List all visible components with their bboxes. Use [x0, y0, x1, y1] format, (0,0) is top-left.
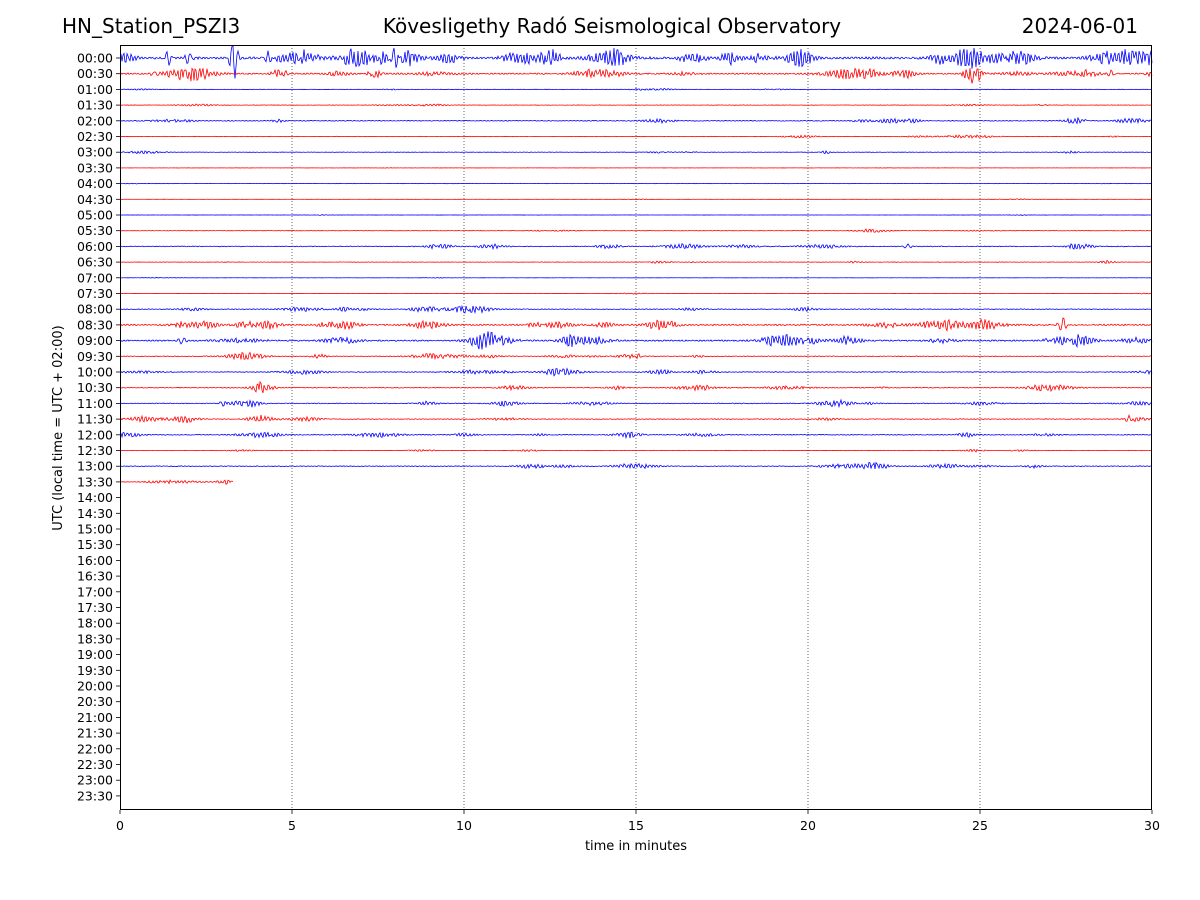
y-tick-label: 22:00	[77, 741, 113, 756]
y-axis-label: UTC (local time = UTC + 02:00)	[51, 325, 66, 530]
x-axis: 0 5 10 15 20 25 30	[116, 810, 1160, 833]
y-tick-label: 16:30	[77, 569, 113, 584]
station-name: HN_Station_PSZI3	[62, 14, 241, 38]
trace-0330	[120, 167, 1153, 169]
y-tick-label: 07:00	[77, 270, 113, 285]
y-tick-label: 23:30	[77, 788, 113, 803]
trace-0230	[119, 134, 1153, 139]
x-tick-label: 25	[972, 818, 988, 833]
y-tick-label: 09:00	[77, 333, 113, 348]
y-tick-label: 00:30	[77, 66, 113, 81]
y-tick-label: 16:00	[77, 553, 113, 568]
y-tick-label: 07:30	[77, 286, 113, 301]
y-tick-label: 08:00	[77, 302, 113, 317]
trace-0930	[119, 351, 1153, 361]
y-tick-label: 11:30	[77, 412, 113, 427]
y-tick-label: 17:00	[77, 584, 113, 599]
trace-0400	[119, 182, 1153, 185]
y-tick-label: 04:30	[77, 192, 113, 207]
y-tick-label: 15:30	[77, 537, 113, 552]
y-tick-label: 21:00	[77, 710, 113, 725]
x-axis-label: time in minutes	[585, 839, 687, 854]
trace-layer	[119, 45, 1153, 485]
y-tick-label: 05:00	[77, 208, 113, 223]
y-tick-label: 10:00	[77, 365, 113, 380]
trace-0730	[119, 292, 1153, 295]
trace-0500	[119, 214, 1153, 216]
y-tick-label: 15:00	[77, 522, 113, 537]
trace-1300	[119, 461, 1153, 470]
y-tick-label: 06:30	[77, 255, 113, 270]
x-tick-label: 10	[456, 818, 472, 833]
x-tick-label: 0	[116, 818, 124, 833]
x-tick-label: 20	[800, 818, 816, 833]
y-tick-label: 12:00	[77, 427, 113, 442]
y-tick-label: 19:00	[77, 647, 113, 662]
y-tick-label: 20:00	[77, 679, 113, 694]
y-tick-label: 19:30	[77, 663, 113, 678]
trace-0000	[119, 45, 1153, 79]
trace-0630	[119, 259, 1153, 265]
trace-0030	[119, 67, 1153, 84]
y-tick-label: 13:30	[77, 474, 113, 489]
trace-0800	[119, 304, 1153, 315]
y-tick-label: 02:30	[77, 129, 113, 144]
grid-layer	[291, 45, 981, 810]
x-tick-label: 15	[628, 818, 644, 833]
y-tick-label: 09:30	[77, 349, 113, 364]
trace-0100	[119, 87, 1153, 91]
trace-0900	[119, 331, 1153, 350]
trace-0830	[119, 317, 1153, 332]
plot-frame	[120, 45, 1152, 810]
trace-0300	[119, 149, 1153, 155]
y-tick-label: 01:00	[77, 82, 113, 97]
x-tick-label: 5	[288, 818, 296, 833]
y-tick-label: 03:00	[77, 145, 113, 160]
y-tick-label: 03:30	[77, 160, 113, 175]
trace-0130	[119, 103, 1153, 107]
y-tick-label: 21:30	[77, 726, 113, 741]
trace-1200	[119, 431, 1153, 440]
chart-date: 2024-06-01	[1021, 14, 1138, 38]
trace-1130	[119, 413, 1153, 424]
trace-0530	[119, 228, 1153, 234]
y-tick-label: 10:30	[77, 380, 113, 395]
y-tick-label: 08:30	[77, 317, 113, 332]
y-tick-label: 05:30	[77, 223, 113, 238]
trace-0200	[119, 116, 1153, 125]
x-tick-label: 30	[1144, 818, 1160, 833]
trace-1000	[119, 367, 1153, 377]
trace-1230	[119, 448, 1153, 453]
y-tick-label: 14:30	[77, 506, 113, 521]
trace-1330	[119, 479, 234, 485]
y-tick-label: 11:00	[77, 396, 113, 411]
trace-0430	[119, 198, 1153, 201]
y-tick-label: 20:30	[77, 694, 113, 709]
y-tick-label: 02:00	[77, 113, 113, 128]
y-tick-label: 06:00	[77, 239, 113, 254]
y-tick-label: 14:00	[77, 490, 113, 505]
y-tick-label: 13:00	[77, 459, 113, 474]
trace-1030	[119, 380, 1153, 394]
y-axis: 00:0000:3001:0001:3002:0002:3003:0003:30…	[77, 51, 120, 803]
y-tick-label: 00:00	[77, 51, 113, 66]
y-tick-label: 04:00	[77, 176, 113, 191]
chart-title: Kövesligethy Radó Seismological Observat…	[382, 14, 842, 38]
trace-0600	[119, 243, 1153, 251]
y-tick-label: 22:30	[77, 757, 113, 772]
y-tick-label: 18:30	[77, 631, 113, 646]
y-tick-label: 18:00	[77, 616, 113, 631]
y-tick-label: 01:30	[77, 98, 113, 113]
y-tick-label: 17:30	[77, 600, 113, 615]
y-tick-label: 12:30	[77, 443, 113, 458]
trace-1100	[119, 398, 1153, 409]
y-tick-label: 23:00	[77, 773, 113, 788]
trace-0700	[119, 277, 1153, 279]
